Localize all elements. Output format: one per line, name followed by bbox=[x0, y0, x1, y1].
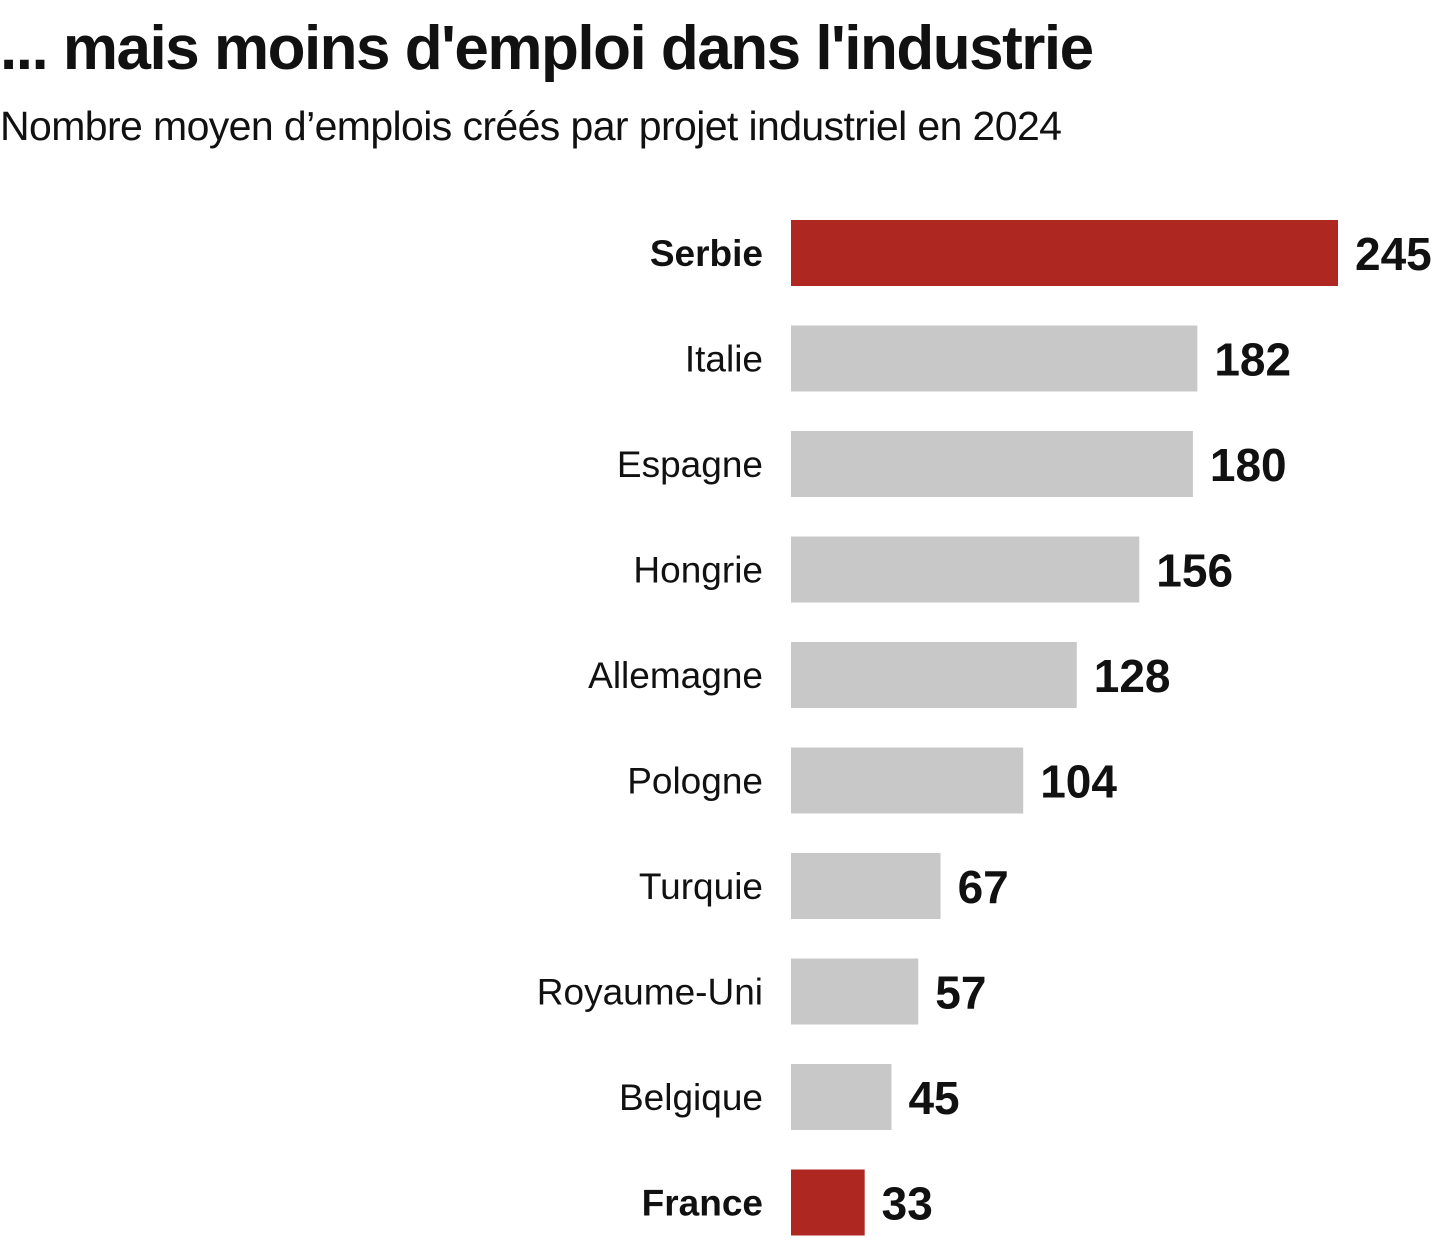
value-label-france: 33 bbox=[882, 1178, 933, 1230]
value-label-belgique: 45 bbox=[908, 1072, 959, 1124]
category-label-hongrie: Hongrie bbox=[633, 550, 763, 591]
category-label-italie: Italie bbox=[685, 339, 763, 380]
bar-pologne bbox=[791, 747, 1024, 814]
category-label-royaume-uni: Royaume-Uni bbox=[537, 972, 763, 1013]
value-label-royaume-uni: 57 bbox=[935, 967, 986, 1019]
value-label-serbie: 245 bbox=[1355, 228, 1432, 280]
bar-royaume-uni bbox=[791, 958, 919, 1025]
category-label-serbie: Serbie bbox=[650, 233, 763, 274]
value-label-allemagne: 128 bbox=[1094, 650, 1171, 702]
category-label-france: France bbox=[642, 1183, 763, 1224]
value-label-pologne: 104 bbox=[1040, 756, 1117, 808]
category-label-belgique: Belgique bbox=[619, 1077, 763, 1118]
bar-france bbox=[791, 1169, 865, 1236]
category-label-allemagne: Allemagne bbox=[588, 655, 763, 696]
value-label-espagne: 180 bbox=[1210, 439, 1287, 491]
bar-italie bbox=[791, 325, 1198, 392]
bar-espagne bbox=[791, 431, 1193, 497]
chart-title: ... mais moins d'emploi dans l'industrie bbox=[0, 14, 1094, 83]
bar-turquie bbox=[791, 853, 941, 919]
bar-allemagne bbox=[791, 642, 1077, 708]
bar-hongrie bbox=[791, 536, 1140, 603]
category-label-pologne: Pologne bbox=[627, 761, 763, 802]
bar-serbie bbox=[791, 220, 1338, 286]
chart-subtitle: Nombre moyen d’emplois créés par projet … bbox=[0, 103, 1062, 149]
category-label-turquie: Turquie bbox=[639, 866, 763, 907]
value-label-hongrie: 156 bbox=[1156, 545, 1233, 597]
bar-belgique bbox=[791, 1064, 892, 1130]
category-label-espagne: Espagne bbox=[617, 444, 763, 485]
value-label-italie: 182 bbox=[1214, 334, 1291, 386]
value-label-turquie: 67 bbox=[958, 861, 1009, 913]
bars-layer: Serbie 245 Italie 182 Espagne 180 Hongrie 156 Al… bbox=[537, 220, 1432, 1236]
